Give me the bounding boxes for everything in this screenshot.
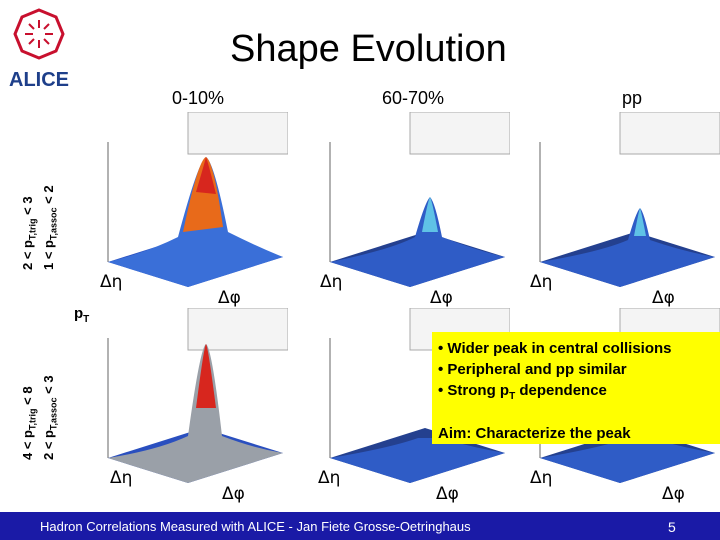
alice-logo-icon bbox=[13, 8, 65, 60]
footer-bar bbox=[0, 512, 720, 540]
column-label-central: 0-10% bbox=[172, 88, 225, 108]
column-label-peripheral: 60-70% bbox=[382, 88, 445, 108]
axis-dphi-r1c2: Δφ bbox=[430, 288, 453, 308]
pt-arrow-label: pT bbox=[74, 305, 90, 325]
row-label-2: 4 < pT,trig < 8 2 < pT,assoc < 3 bbox=[20, 375, 59, 460]
row-label-1: 2 < pT,trig < 3 1 < pT,assoc < 2 bbox=[20, 185, 59, 270]
axis-deta-r1c1: Δη bbox=[100, 272, 123, 292]
axis-dphi-r1c3: Δφ bbox=[652, 288, 675, 308]
alice-logo-text: ALICE bbox=[9, 69, 69, 90]
plot-row1-central bbox=[107, 112, 288, 287]
axis-deta-r2c2: Δη bbox=[318, 468, 341, 488]
axis-deta-r2c1: Δη bbox=[110, 468, 133, 488]
page-number: 5 bbox=[668, 519, 676, 535]
note-line-3: • Strong pT dependence bbox=[438, 382, 607, 402]
aim-text: Aim: Characterize the peak bbox=[438, 425, 631, 442]
plot-row1-pp bbox=[539, 112, 720, 287]
note-line-1: • Wider peak in central collisions bbox=[438, 340, 672, 357]
footer-text: Hadron Correlations Measured with ALICE … bbox=[40, 519, 471, 534]
plot-row1-peripheral bbox=[329, 112, 510, 287]
alice-logo: ALICE bbox=[4, 6, 74, 91]
axis-deta-r1c2: Δη bbox=[320, 272, 343, 292]
plot-row2-central bbox=[107, 308, 288, 483]
slide-title: Shape Evolution bbox=[230, 28, 507, 70]
axis-dphi-r2c2: Δφ bbox=[436, 484, 459, 504]
axis-dphi-r2c1: Δφ bbox=[222, 484, 245, 504]
axis-dphi-r1c1: Δφ bbox=[218, 288, 241, 308]
axis-dphi-r2c3: Δφ bbox=[662, 484, 685, 504]
axis-deta-r2c3: Δη bbox=[530, 468, 553, 488]
axis-deta-r1c3: Δη bbox=[530, 272, 553, 292]
column-label-pp: pp bbox=[622, 88, 643, 108]
summary-note-box bbox=[432, 332, 720, 444]
note-line-2: • Peripheral and pp similar bbox=[438, 361, 627, 378]
